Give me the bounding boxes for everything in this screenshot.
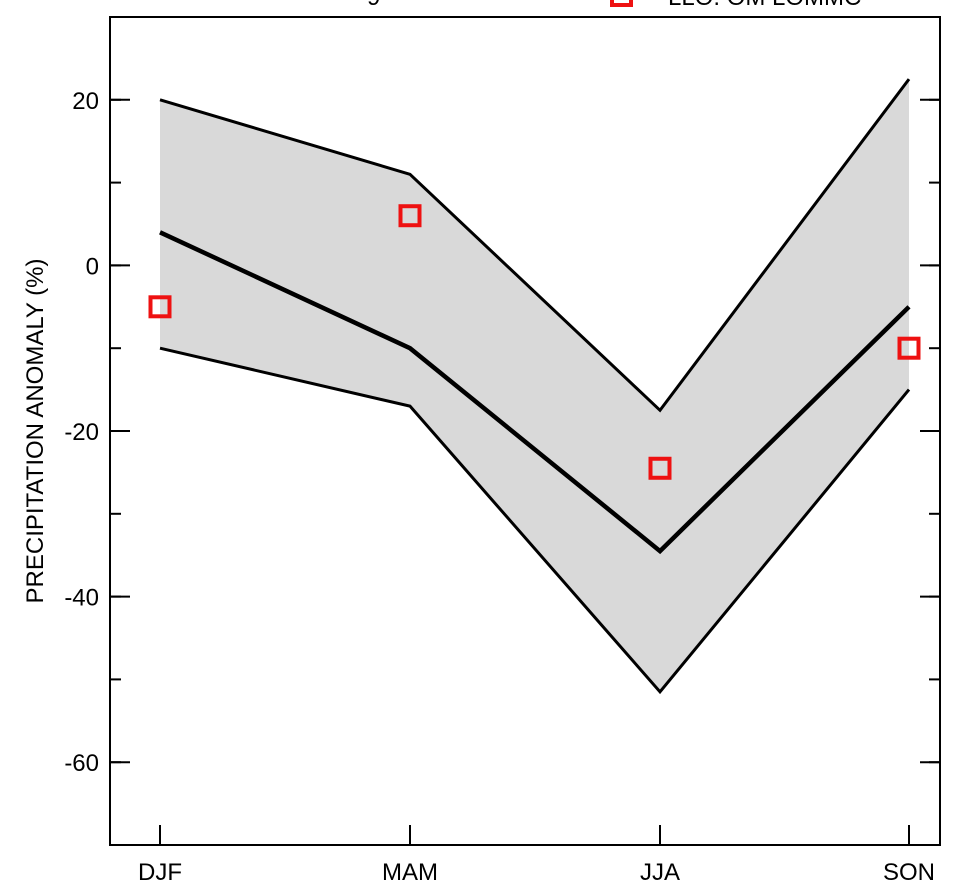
y-tick-label: 0	[86, 253, 99, 280]
x-tick-label-jja: JJA	[640, 859, 680, 886]
y-tick-label: -40	[64, 585, 99, 612]
x-tick-label-son: SON	[883, 859, 935, 886]
plot-area	[148, 78, 921, 695]
lower-bound-line	[159, 346, 911, 695]
observed-marker-mam	[398, 204, 422, 228]
observed-marker-son	[897, 336, 921, 360]
legend-text: LLO. OM LOMMC	[668, 0, 861, 11]
x-tick-label-djf: DJF	[138, 859, 182, 886]
y-tick-label: 20	[72, 88, 99, 115]
y-axis-title: PRECIPITATION ANOMALY (%)	[22, 259, 49, 604]
legend: LLO. OM LOMMC	[610, 0, 861, 11]
legend-marker	[610, 0, 633, 7]
x-tick-label-mam: MAM	[382, 859, 438, 886]
uncertainty-band	[160, 79, 909, 692]
top-left-fragment: 9	[367, 0, 380, 11]
observed-marker-jja	[648, 456, 672, 480]
axes: 20 0 -20 -40 -60 DJF MAM JJA SON	[64, 16, 941, 886]
upper-bound-line	[159, 78, 911, 413]
observed-marker-djf	[148, 295, 172, 319]
mean-line	[159, 230, 911, 555]
y-tick-label: -20	[64, 419, 99, 446]
y-tick-label: -60	[64, 750, 99, 777]
